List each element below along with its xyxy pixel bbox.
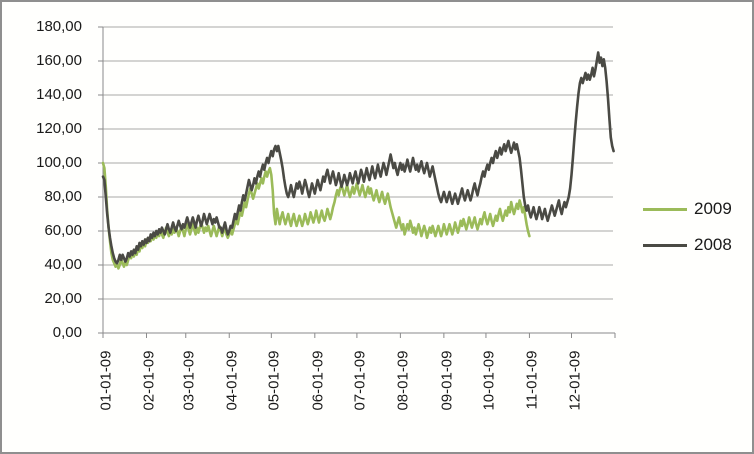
legend-label-2009: 2009 (694, 199, 732, 218)
x-tick-label: 12-01-09 (566, 350, 583, 411)
y-tick-label: 80,00 (44, 188, 82, 205)
x-tick-label: 09-01-09 (438, 350, 456, 411)
legend-label-2008: 2008 (694, 235, 732, 254)
y-tick-label: 60,00 (44, 222, 82, 239)
x-tick-label: 11-01-09 (523, 350, 541, 410)
legend-line-swatch-2009 (643, 207, 687, 211)
x-tick-label: 02-01-09 (140, 350, 158, 411)
series-line-2008 (101, 51, 615, 265)
legend: 2009 2008 (643, 199, 732, 255)
y-tick-label: 140,00 (36, 86, 82, 103)
legend-line-swatch-2008 (643, 243, 687, 247)
series-line-2009 (101, 161, 531, 270)
legend-item-2008: 2008 (643, 235, 732, 255)
y-tick-label: 0,00 (52, 324, 82, 341)
x-tick-label: 01-01-09 (97, 350, 115, 411)
x-tick-label: 05-01-09 (265, 350, 283, 411)
y-tick-label: 180,00 (36, 18, 82, 35)
y-tick-label: 100,00 (36, 154, 82, 171)
y-tick-label: 20,00 (44, 290, 82, 307)
y-tick-label: 160,00 (36, 52, 82, 69)
x-tick-label: 07-01-09 (351, 350, 369, 411)
y-tick-label: 120,00 (36, 120, 82, 137)
legend-item-2009: 2009 (643, 199, 732, 219)
x-tick-label: 04-01-09 (223, 350, 241, 411)
y-tick-label: 40,00 (44, 256, 82, 273)
x-tick-label: 03-01-09 (180, 350, 198, 411)
x-tick-label: 06-01-09 (309, 350, 327, 411)
x-tick-label: 08-01-09 (394, 350, 412, 411)
x-tick-label: 10-01-09 (480, 350, 498, 411)
